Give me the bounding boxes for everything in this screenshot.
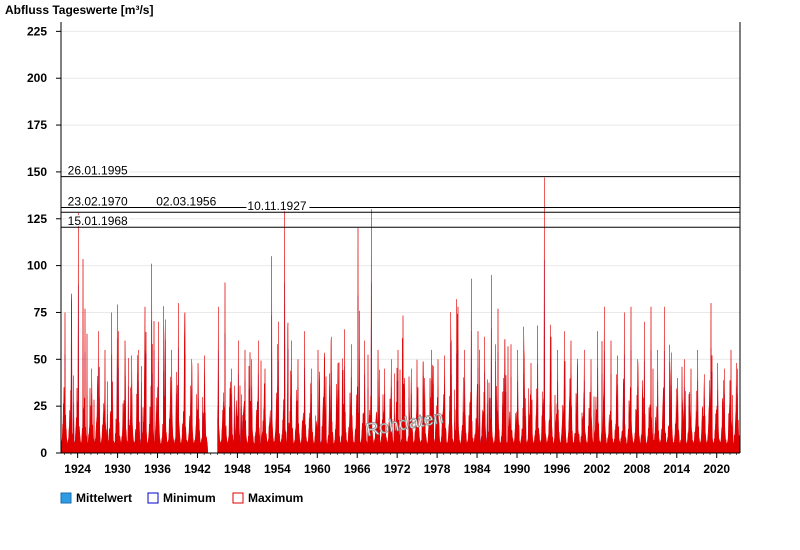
x-tick-label: 2020 [703, 462, 730, 476]
maximum-series [60, 177, 741, 454]
axes [60, 22, 741, 454]
x-tick-label: 1942 [184, 462, 211, 476]
x-tick-label: 2008 [623, 462, 650, 476]
x-tick-label: 1948 [224, 462, 251, 476]
reference-label-bg [66, 164, 130, 176]
x-tick-label: 1960 [304, 462, 331, 476]
chart-title: Abfluss Tageswerte [m³/s] [5, 3, 153, 17]
y-tick-label: 200 [27, 71, 47, 85]
y-axis-ticks: 0 25 50 75 100 125 150 175 200 225 [27, 24, 61, 460]
reference-label-bg [155, 195, 219, 207]
y-tick-label: 225 [27, 24, 47, 38]
reference-label: 10.11.1927 [247, 199, 306, 213]
x-tick-label: 2002 [584, 462, 611, 476]
maximum-area [60, 177, 741, 454]
x-tick-label: 1936 [144, 462, 171, 476]
x-tick-label: 1996 [544, 462, 571, 476]
reference-label-bg [66, 195, 130, 207]
reference-label-bg [66, 215, 130, 227]
x-axis-ticks: 1924 1930 1936 1942 1948 1954 1960 1966 1972 1978… [64, 453, 737, 476]
legend: Mittelwert Minimum Maximum [60, 491, 303, 505]
x-tick-label: 1966 [344, 462, 371, 476]
x-tick-label: 1924 [64, 462, 91, 476]
reference-lines: 26.01.1995 23.02.1970 02.03.1956 10.11.1927… [61, 164, 740, 228]
y-tick-label: 0 [40, 446, 47, 460]
legend-swatch [147, 492, 159, 504]
x-tick-label: 1972 [384, 462, 411, 476]
grid-lines [61, 30, 740, 407]
y-tick-label: 125 [27, 212, 47, 226]
y-tick-label: 25 [34, 399, 48, 413]
legend-swatch [60, 492, 72, 504]
reference-label-bg [246, 200, 310, 212]
legend-label: Minimum [163, 491, 216, 505]
legend-label: Mittelwert [76, 491, 132, 505]
x-tick-label: 2014 [663, 462, 690, 476]
reference-label: 26.01.1995 [68, 164, 128, 178]
y-tick-label: 175 [27, 118, 47, 132]
reference-label: 23.02.1970 [68, 195, 128, 209]
legend-label: Maximum [248, 491, 303, 505]
reference-label: 15.01.1968 [68, 214, 128, 228]
x-tick-label: 1990 [504, 462, 531, 476]
x-tick-label: 1930 [104, 462, 131, 476]
legend-swatch [232, 492, 244, 504]
x-tick-label: 1954 [264, 462, 291, 476]
y-tick-label: 50 [34, 352, 48, 366]
x-tick-label: 1978 [424, 462, 451, 476]
y-tick-label: 100 [27, 259, 47, 273]
y-tick-label: 150 [27, 165, 47, 179]
y-tick-label: 75 [34, 305, 48, 319]
reference-label: 02.03.1956 [156, 195, 216, 209]
x-tick-label: 1984 [464, 462, 491, 476]
